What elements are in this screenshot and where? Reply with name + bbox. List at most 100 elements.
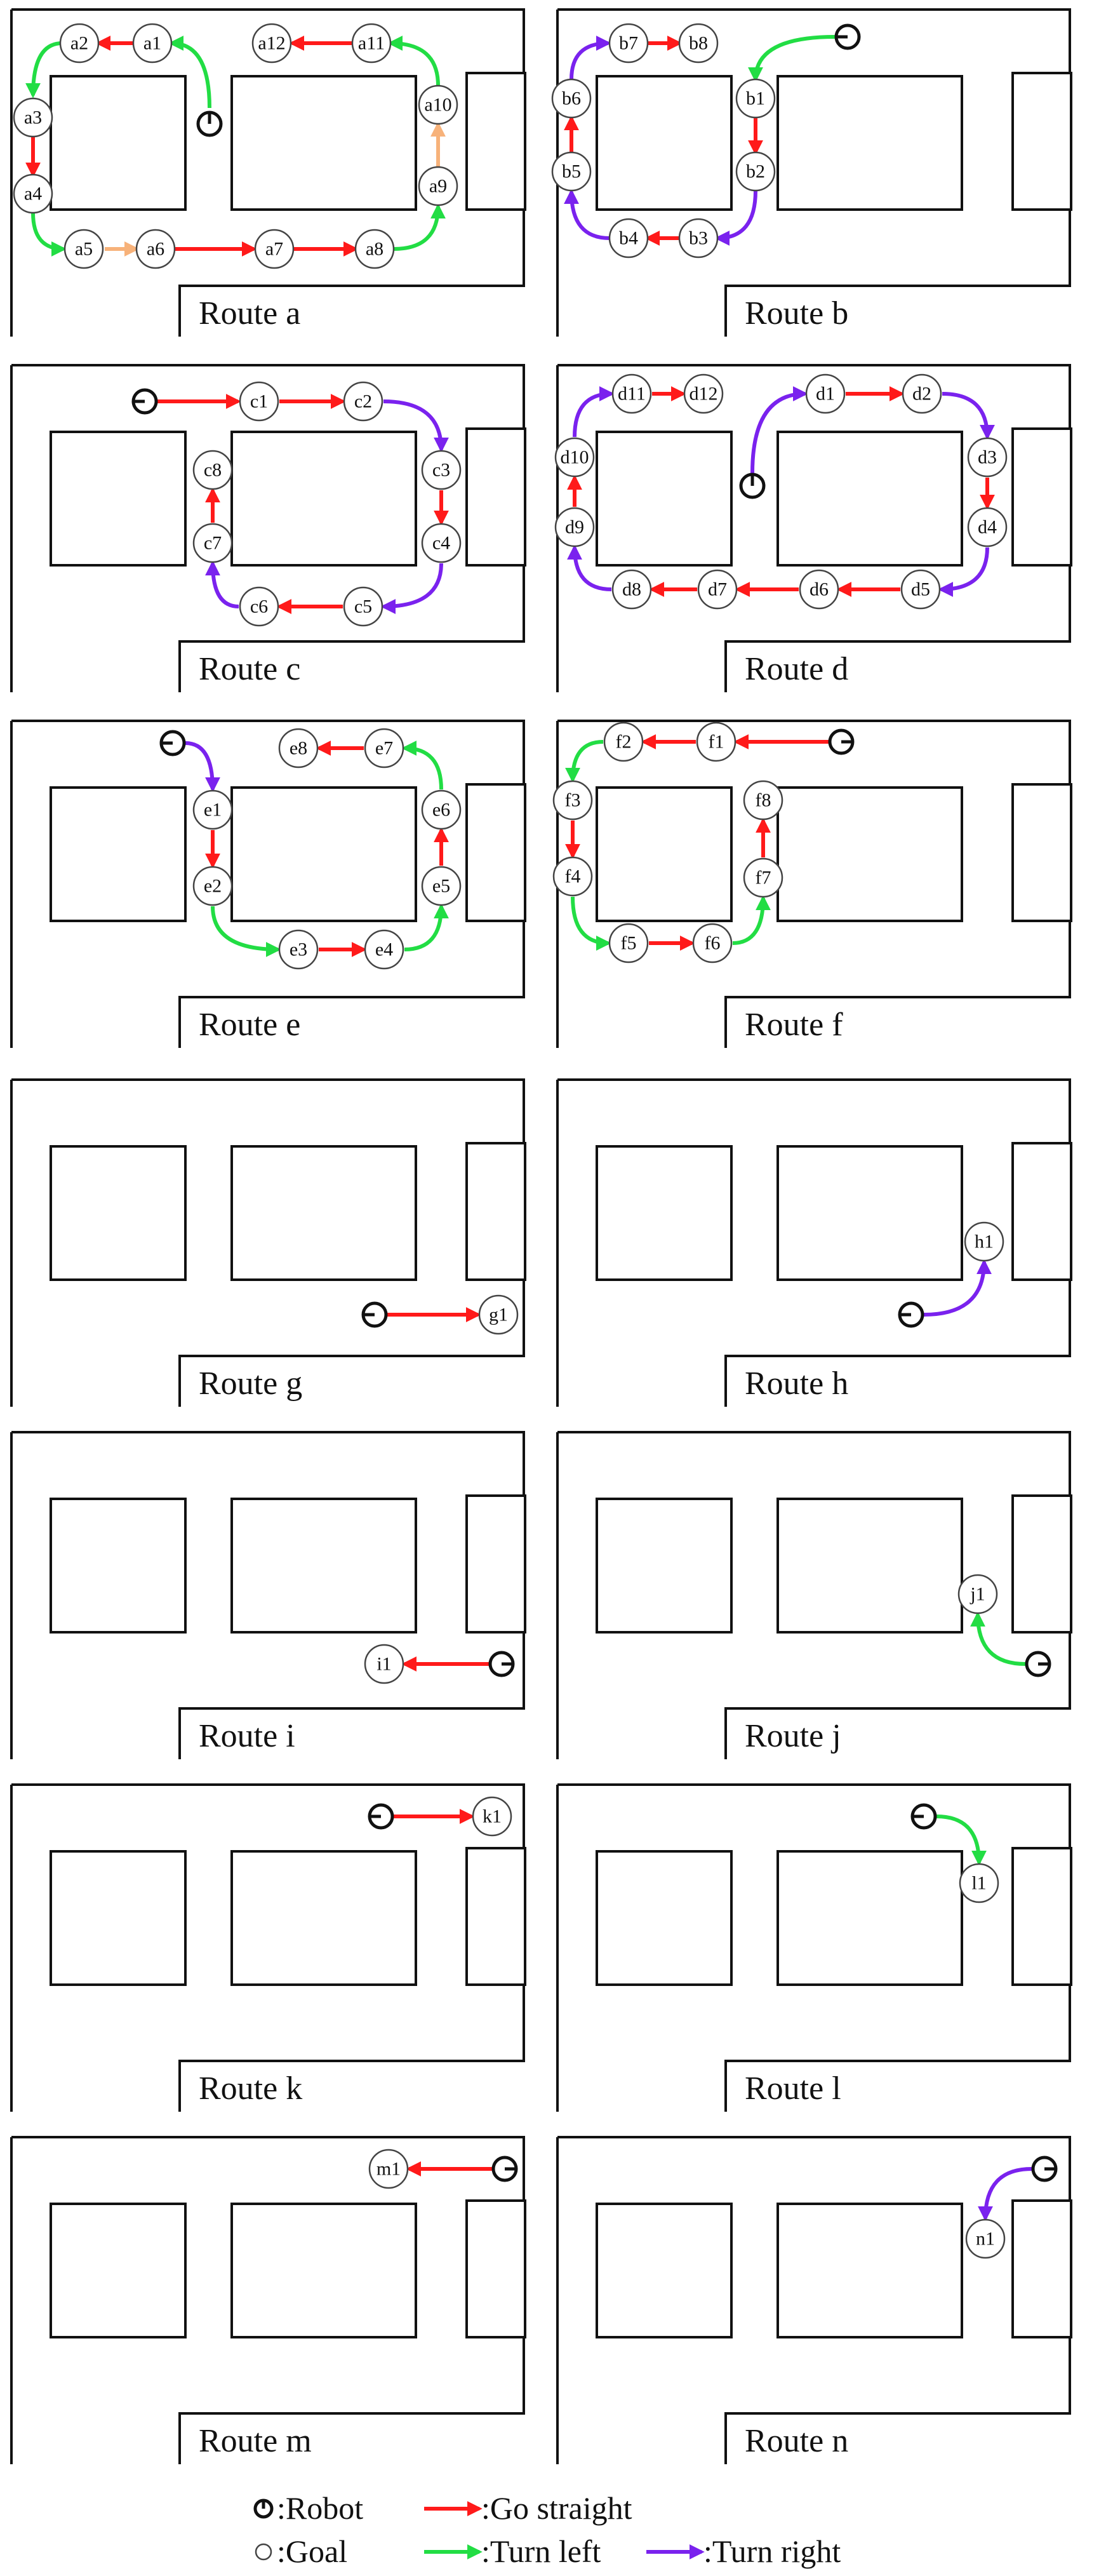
- goal-label: b5: [562, 161, 581, 182]
- route-f-panel: f1 f2 f3 f4 f5 f6 f7 f8 Route f: [552, 720, 1072, 1048]
- route-label: Route l: [745, 2070, 841, 2107]
- goal-a7: a7: [254, 229, 295, 269]
- goal-label: e5: [432, 876, 450, 897]
- room-block-1: [50, 786, 187, 922]
- goal-label: f2: [616, 732, 632, 753]
- robot-icon: [368, 1803, 394, 1830]
- room-block-2: [230, 75, 417, 211]
- building-wall: [557, 1783, 1071, 2112]
- goal-c6: c6: [239, 586, 279, 627]
- goal-e7: e7: [364, 728, 404, 768]
- legend-go-straight: :Go straight: [424, 2490, 632, 2526]
- goal-label: d5: [911, 579, 930, 600]
- route-label: Route c: [199, 651, 300, 687]
- goal-label: a9: [429, 176, 447, 197]
- goal-label: e2: [204, 876, 222, 897]
- goal-f6: f6: [692, 923, 733, 963]
- room-block-3: [465, 427, 526, 567]
- goal-label: a3: [24, 107, 42, 128]
- goal-b1: b1: [735, 78, 776, 119]
- route-label: Route k: [199, 2070, 302, 2107]
- room-block-2: [776, 2203, 963, 2338]
- goal-b6: b6: [551, 78, 592, 119]
- goal-label: c4: [432, 533, 450, 554]
- goal-label: b1: [746, 88, 765, 109]
- goal-d12: d12: [683, 373, 724, 414]
- goal-label: d6: [810, 579, 829, 600]
- goal-label: e4: [375, 939, 393, 960]
- building-wall: [11, 1078, 525, 1407]
- route-b-panel: b1 b2 b3 b4 b5 b6 b7 b8 Route b: [551, 8, 1072, 337]
- goal-c3: c3: [421, 450, 462, 490]
- goal-d4: d4: [967, 507, 1008, 547]
- building-wall: [557, 1431, 1071, 1759]
- goal-b7: b7: [608, 23, 649, 64]
- right-turn-arrow: [978, 2167, 1032, 2222]
- building-wall: [557, 364, 1071, 692]
- goal-label: c8: [204, 460, 222, 481]
- room-block-2: [230, 786, 417, 922]
- goal-c5: c5: [343, 586, 383, 627]
- room-block-1: [50, 1850, 187, 1986]
- goal-k1: k1: [472, 1796, 512, 1837]
- room-block-3: [465, 1847, 526, 1986]
- goal-label: a1: [143, 33, 161, 54]
- goal-e5: e5: [421, 866, 462, 906]
- legend-turn-left-text: :Turn left: [481, 2533, 601, 2569]
- right-turn-arrow: [938, 547, 989, 597]
- goal-a10: a10: [418, 84, 458, 125]
- building-wall: [11, 8, 525, 337]
- goal-label: f6: [705, 933, 721, 954]
- building-wall: [557, 1078, 1071, 1407]
- goal-label: d2: [912, 384, 931, 405]
- right-turn-arrow: [383, 399, 449, 453]
- robot-icon: [834, 23, 861, 50]
- robot-icon: [159, 730, 186, 756]
- goal-label: d4: [978, 517, 997, 538]
- left-turn-arrow: [565, 740, 604, 783]
- goal-e8: e8: [278, 728, 319, 768]
- goal-label: d9: [565, 517, 584, 538]
- room-block-3: [465, 1494, 526, 1633]
- goal-d6: d6: [799, 569, 839, 610]
- room-block-3: [1011, 1847, 1072, 1986]
- legend-goal-text: :Goal: [277, 2533, 347, 2569]
- goal-label: b6: [562, 88, 581, 109]
- room-block-2: [230, 431, 417, 567]
- room-block-3: [1011, 783, 1072, 922]
- goal-label: e8: [290, 738, 307, 759]
- legend-robot: :Robot: [253, 2490, 363, 2526]
- goal-label: d8: [622, 579, 641, 600]
- route-k-panel: k1 Route k: [10, 1783, 526, 2112]
- left-turn-arrow: [31, 212, 67, 257]
- goal-d10: d10: [554, 437, 595, 478]
- room-block-3: [1011, 1494, 1072, 1633]
- goal-label: b4: [619, 228, 638, 249]
- goal-c1: c1: [239, 381, 279, 422]
- room-block-3: [465, 1142, 526, 1281]
- right-turn-arrow: [567, 544, 612, 591]
- goal-d5: d5: [900, 569, 941, 610]
- right-turn-arrow: [714, 190, 757, 246]
- goal-m1: m1: [368, 2149, 409, 2189]
- left-turn-arrow: [936, 1815, 987, 1866]
- room-block-3: [465, 783, 526, 922]
- goal-label: f3: [565, 790, 581, 811]
- building-wall: [11, 1431, 525, 1759]
- room-block-2: [230, 1145, 417, 1281]
- goal-n1: n1: [965, 2218, 1006, 2259]
- goal-label: m1: [377, 2159, 401, 2180]
- room-block-3: [1011, 427, 1072, 567]
- room-block-2: [230, 1850, 417, 1986]
- room-block-2: [230, 2203, 417, 2338]
- room-block-1: [50, 1498, 187, 1633]
- route-a-panel: a1 a2 a3 a4 a5 a6 a7 a8 a9 a10 a11 a12 Route a: [10, 8, 526, 337]
- goal-a6: a6: [135, 229, 176, 269]
- room-block-2: [776, 786, 963, 922]
- room-block-1: [596, 1850, 733, 1986]
- goal-c7: c7: [192, 523, 233, 563]
- route-label: Route i: [199, 1718, 295, 1754]
- goal-label: f5: [621, 933, 637, 954]
- goal-g1: g1: [478, 1294, 519, 1335]
- goal-label: a6: [147, 239, 164, 260]
